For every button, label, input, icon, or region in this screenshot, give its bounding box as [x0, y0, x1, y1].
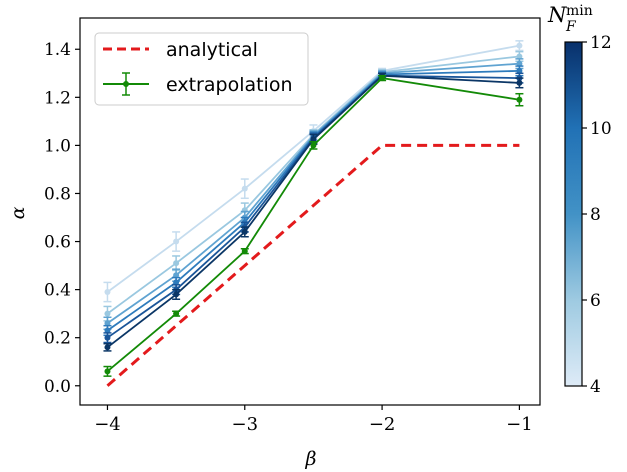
legend: analytical extrapolation [94, 32, 309, 106]
series-nfmin-6-point [516, 60, 523, 67]
x-tick-label: −4 [94, 414, 121, 435]
series-nfmin-6-point [173, 272, 180, 279]
legend-extrapolation-marker [123, 81, 129, 87]
colorbar-label-sub: F [565, 19, 577, 35]
axes-frame [79, 17, 541, 406]
series-extrapolation-point [241, 248, 248, 255]
x-tick-label: −2 [369, 414, 396, 435]
series-extrapolation-point [104, 368, 111, 375]
series-nfmin-12-point [310, 136, 317, 143]
y-tick-label: 0.0 [44, 377, 71, 397]
colorbar-tick-label: 4 [590, 377, 601, 397]
series-extrapolation-point [379, 75, 386, 82]
x-axis-label: β [305, 448, 317, 470]
y-tick-label: 0.2 [44, 329, 71, 349]
series-nfmin-12-point [104, 344, 111, 351]
colorbar-ticks: 4 6 8 10 12 [582, 33, 612, 397]
series-nfmin-4-point [516, 42, 523, 49]
series-nfmin-5-point [516, 53, 523, 60]
series-nfmin-12-line [106, 74, 520, 349]
colorbar-tick-label: 6 [590, 291, 601, 311]
series-nfmin-12-point [516, 79, 523, 86]
axes-layer: −4 −3 −2 −1 0.0 0.2 0.4 0.6 0.8 1.0 1.2 1.4 [44, 17, 541, 435]
series-analytical-line [106, 143, 520, 387]
y-tick-label: 0.4 [44, 281, 71, 301]
colorbar: 4 6 8 10 12 N F min [547, 3, 612, 397]
series-extrapolation-point [516, 96, 523, 103]
x-tick-label: −3 [232, 414, 259, 435]
legend-analytical-label: analytical [166, 39, 258, 61]
series-layer [103, 40, 524, 387]
y-tick-label: 0.6 [44, 233, 71, 253]
y-tick-label: 0.8 [44, 184, 71, 204]
series-nfmin-4-point [104, 289, 111, 296]
y-axis-label: α [7, 206, 29, 219]
series-extrapolation [103, 74, 524, 377]
colorbar-label-main: N [547, 3, 567, 27]
series-nfmin-4-line [106, 44, 520, 293]
series-nfmin-8-point [173, 279, 180, 286]
series-nfmin-12-point [241, 228, 248, 235]
series-nfmin-6-point [104, 320, 111, 327]
series-nfmin-12-point [173, 291, 180, 298]
series-extrapolation-line [106, 77, 520, 373]
series-nfmin-10-point [104, 334, 111, 341]
series-extrapolation-point [310, 142, 317, 149]
series-nfmin-5-point [173, 260, 180, 267]
y-tick-label: 1.4 [44, 40, 71, 60]
legend-box [94, 32, 309, 106]
series-nfmin-5-line [106, 55, 520, 315]
series-nfmin-8-point [104, 327, 111, 334]
legend-extrapolation-label: extrapolation [166, 74, 293, 96]
y-tick-label: 1.0 [44, 136, 71, 156]
y-tick-label: 1.2 [44, 88, 71, 108]
series-extrapolation-point [173, 310, 180, 317]
colorbar-label-sup: min [566, 3, 593, 19]
x-tick-label: −1 [506, 414, 533, 435]
colorbar-tick-label: 8 [590, 205, 601, 225]
colorbar-bar [564, 41, 583, 387]
colorbar-tick-label: 10 [590, 119, 612, 139]
series-nfmin-6-line [106, 62, 520, 325]
colorbar-tick-label: 12 [590, 33, 612, 53]
series-nfmin-8-point [516, 67, 523, 74]
series-nfmin-4-point [173, 238, 180, 245]
series-nfmin-4-point [241, 185, 248, 192]
series-nfmin-8-line [106, 69, 520, 332]
series-nfmin-5-point [104, 310, 111, 317]
